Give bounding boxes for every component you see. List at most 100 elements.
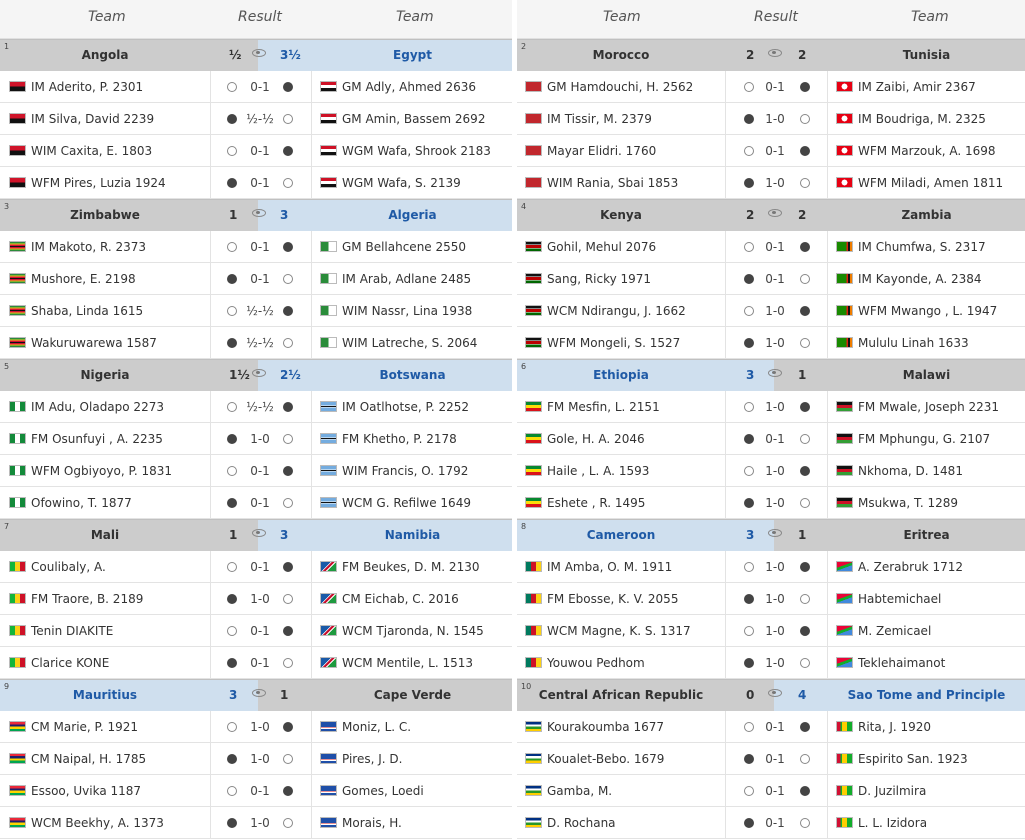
home-team-name[interactable]: Kenya: [600, 208, 642, 222]
away-team-name[interactable]: Cape Verde: [373, 688, 452, 702]
board-result[interactable]: 1-0: [765, 304, 785, 318]
away-player-name[interactable]: WFM Mwango , L. 1947: [858, 304, 998, 318]
home-team-name[interactable]: Central African Republic: [538, 688, 704, 702]
home-player-name[interactable]: Youwou Pedhom: [547, 656, 645, 670]
home-player-name[interactable]: IM Amba, O. M. 1911: [547, 560, 673, 574]
board-result[interactable]: 0-1: [250, 240, 270, 254]
board-result[interactable]: 1-0: [250, 816, 270, 830]
eye-icon[interactable]: [252, 49, 266, 57]
match-header[interactable]: 5 Nigeria 1½ 2½ Botswana: [0, 359, 512, 391]
away-team-name[interactable]: Eritrea: [903, 528, 950, 542]
away-player-name[interactable]: WCM Mentile, L. 1513: [342, 656, 473, 670]
board-result[interactable]: 0-1: [250, 464, 270, 478]
board-result[interactable]: 0-1: [250, 272, 270, 286]
home-player-name[interactable]: Gole, H. A. 2046: [547, 432, 645, 446]
home-player-name[interactable]: FM Ebosse, K. V. 2055: [547, 592, 679, 606]
board-result[interactable]: 1-0: [250, 752, 270, 766]
away-team-name[interactable]: Namibia: [384, 528, 441, 542]
board-result[interactable]: 1-0: [765, 496, 785, 510]
home-player-name[interactable]: Wakuruwarewa 1587: [31, 336, 157, 350]
away-player-name[interactable]: WIM Francis, O. 1792: [342, 464, 469, 478]
home-player-name[interactable]: WIM Caxita, E. 1803: [31, 144, 153, 158]
away-team-name[interactable]: Tunisia: [902, 48, 951, 62]
board-result[interactable]: 1-0: [250, 592, 270, 606]
match-header[interactable]: 1 Angola ½ 3½ Egypt: [0, 39, 512, 71]
home-player-name[interactable]: CM Marie, P. 1921: [31, 720, 139, 734]
eye-icon[interactable]: [768, 369, 782, 377]
home-team-name[interactable]: Angola: [81, 48, 129, 62]
home-player-name[interactable]: IM Makoto, R. 2373: [31, 240, 147, 254]
home-player-name[interactable]: FM Mesfin, L. 2151: [547, 400, 660, 414]
away-player-name[interactable]: WFM Miladi, Amen 1811: [858, 176, 1004, 190]
board-result[interactable]: 1-0: [765, 464, 785, 478]
home-player-name[interactable]: IM Adu, Oladapo 2273: [31, 400, 164, 414]
home-team-name[interactable]: Nigeria: [80, 368, 130, 382]
away-player-name[interactable]: Rita, J. 1920: [858, 720, 932, 734]
match-header[interactable]: 8 Cameroon 3 1 Eritrea: [517, 519, 1025, 551]
eye-icon[interactable]: [768, 529, 782, 537]
away-player-name[interactable]: M. Zemicael: [858, 624, 932, 638]
home-player-name[interactable]: D. Rochana: [547, 816, 616, 830]
board-result[interactable]: 0-1: [250, 560, 270, 574]
away-team-name[interactable]: Zambia: [901, 208, 952, 222]
board-result[interactable]: 0-1: [765, 432, 785, 446]
away-team-name[interactable]: Malawi: [902, 368, 951, 382]
home-player-name[interactable]: Ofowino, T. 1877: [31, 496, 132, 510]
away-player-name[interactable]: GM Bellahcene 2550: [342, 240, 467, 254]
board-result[interactable]: 0-1: [765, 144, 785, 158]
board-result[interactable]: 1-0: [765, 592, 785, 606]
away-player-name[interactable]: D. Juzilmira: [858, 784, 927, 798]
home-team-name[interactable]: Zimbabwe: [70, 208, 140, 222]
away-player-name[interactable]: CM Eichab, C. 2016: [342, 592, 459, 606]
home-team-name[interactable]: Morocco: [592, 48, 650, 62]
away-player-name[interactable]: WFM Marzouk, A. 1698: [858, 144, 996, 158]
board-result[interactable]: 1-0: [765, 560, 785, 574]
away-player-name[interactable]: GM Amin, Bassem 2692: [342, 112, 486, 126]
home-player-name[interactable]: Tenin DIAKITE: [31, 624, 114, 638]
board-result[interactable]: 1-0: [250, 720, 270, 734]
home-player-name[interactable]: WFM Ogbiyoyo, P. 1831: [31, 464, 172, 478]
home-player-name[interactable]: FM Traore, B. 2189: [31, 592, 144, 606]
away-team-name[interactable]: Egypt: [393, 48, 432, 62]
board-result[interactable]: 1-0: [250, 432, 270, 446]
away-player-name[interactable]: WIM Latreche, S. 2064: [342, 336, 478, 350]
away-team-name[interactable]: Sao Tome and Principle: [847, 688, 1006, 702]
away-player-name[interactable]: Mululu Linah 1633: [858, 336, 969, 350]
eye-icon[interactable]: [768, 209, 782, 217]
home-player-name[interactable]: IM Silva, David 2239: [31, 112, 155, 126]
home-player-name[interactable]: Essoo, Uvika 1187: [31, 784, 142, 798]
board-result[interactable]: 0-1: [765, 752, 785, 766]
home-player-name[interactable]: WFM Mongeli, S. 1527: [547, 336, 681, 350]
eye-icon[interactable]: [252, 529, 266, 537]
eye-icon[interactable]: [252, 209, 266, 217]
away-player-name[interactable]: A. Zerabruk 1712: [858, 560, 963, 574]
home-player-name[interactable]: CM Naipal, H. 1785: [31, 752, 147, 766]
away-player-name[interactable]: Msukwa, T. 1289: [858, 496, 959, 510]
board-result[interactable]: 0-1: [765, 816, 785, 830]
home-player-name[interactable]: Koualet-Bebo. 1679: [547, 752, 665, 766]
away-player-name[interactable]: IM Zaibi, Amir 2367: [858, 80, 976, 94]
board-result[interactable]: 0-1: [765, 784, 785, 798]
board-result[interactable]: 0-1: [765, 80, 785, 94]
board-result[interactable]: 0-1: [250, 624, 270, 638]
eye-icon[interactable]: [252, 689, 266, 697]
away-player-name[interactable]: FM Khetho, P. 2178: [342, 432, 457, 446]
board-result[interactable]: 1-0: [765, 336, 785, 350]
match-header[interactable]: 10 Central African Republic 0 4 Sao Tome and…: [517, 679, 1025, 711]
away-player-name[interactable]: WIM Nassr, Lina 1938: [342, 304, 473, 318]
away-player-name[interactable]: IM Boudriga, M. 2325: [858, 112, 986, 126]
match-header[interactable]: 4 Kenya 2 2 Zambia: [517, 199, 1025, 231]
away-player-name[interactable]: L. L. Izidora: [858, 816, 928, 830]
away-player-name[interactable]: GM Adly, Ahmed 2636: [342, 80, 477, 94]
away-player-name[interactable]: IM Oatlhotse, P. 2252: [342, 400, 469, 414]
home-player-name[interactable]: Clarice KONE: [31, 656, 110, 670]
away-team-name[interactable]: Botswana: [379, 368, 446, 382]
board-result[interactable]: 0-1: [765, 240, 785, 254]
board-result[interactable]: 0-1: [765, 720, 785, 734]
board-result[interactable]: 1-0: [765, 112, 785, 126]
away-player-name[interactable]: FM Mwale, Joseph 2231: [858, 400, 1000, 414]
board-result[interactable]: 1-0: [765, 176, 785, 190]
match-header[interactable]: 6 Ethiopia 3 1 Malawi: [517, 359, 1025, 391]
away-player-name[interactable]: IM Kayonde, A. 2384: [858, 272, 982, 286]
eye-icon[interactable]: [768, 49, 782, 57]
